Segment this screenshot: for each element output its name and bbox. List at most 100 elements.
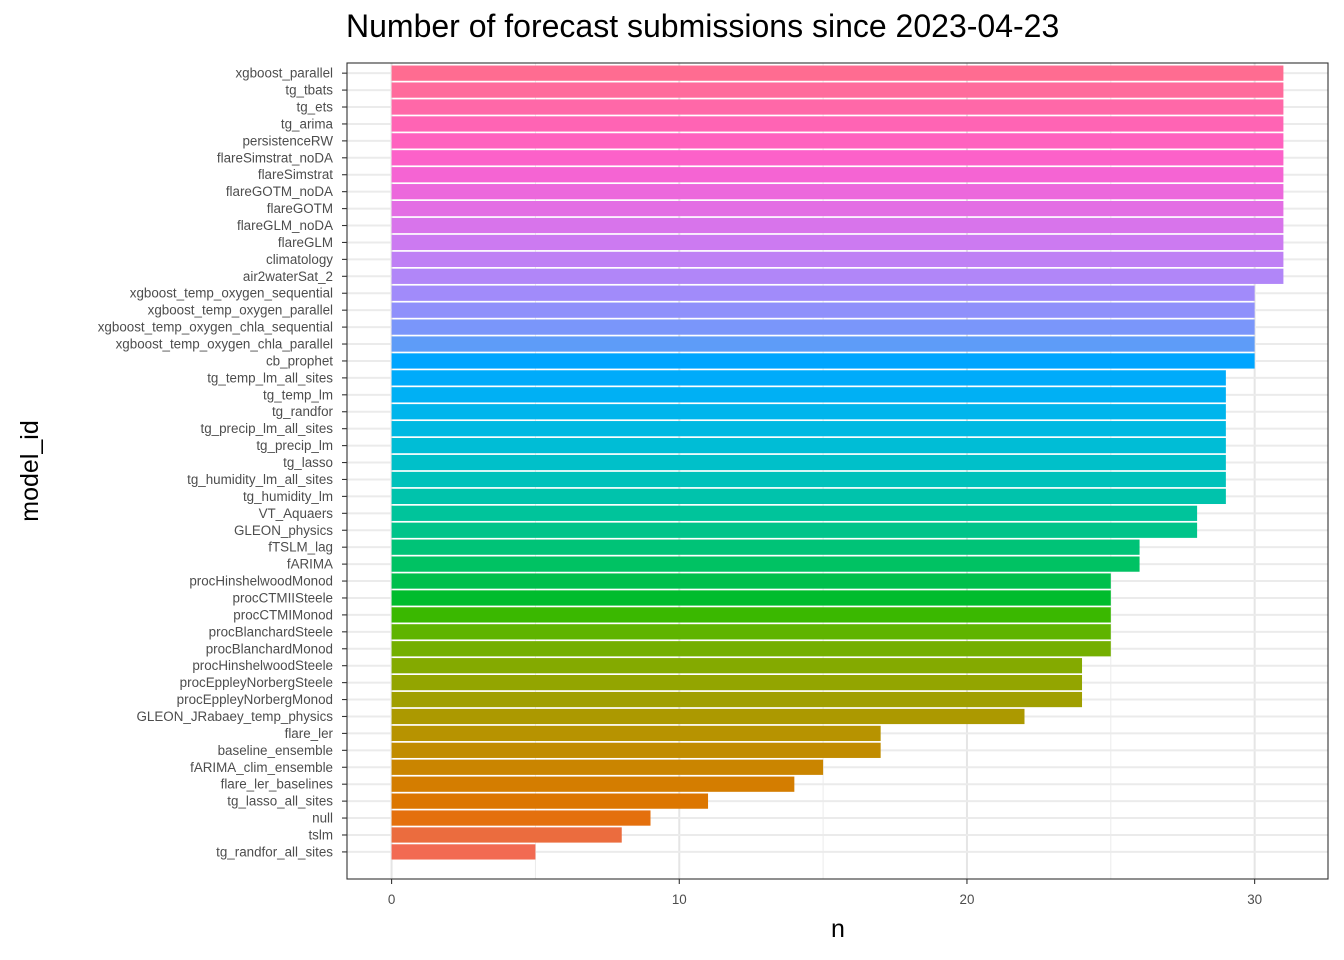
x-tick-label: 0 [388, 892, 395, 907]
y-tick-label: GLEON_JRabaey_temp_physics [137, 709, 334, 724]
y-tick-label: tg_tbats [285, 83, 333, 98]
bar [391, 573, 1111, 589]
bar [391, 217, 1284, 234]
y-tick-label: procEppleyNorbergMonod [177, 692, 333, 707]
y-tick-label: flareGLM [278, 235, 333, 250]
bar [391, 658, 1083, 674]
bar [391, 471, 1226, 488]
bar [391, 285, 1255, 301]
y-tick-label: flareGOTM [267, 201, 333, 216]
y-tick-label: xgboost_temp_oxygen_sequential [130, 286, 333, 301]
y-tick-label: tg_humidity_lm [243, 489, 333, 504]
bar [391, 590, 1111, 606]
y-tick-label: procEppleyNorbergSteele [180, 675, 333, 690]
bar [391, 691, 1083, 708]
y-tick-label: tg_ets [297, 100, 334, 115]
y-tick-label: tg_lasso [283, 455, 333, 470]
bar [391, 167, 1284, 183]
bar [391, 607, 1111, 623]
bar [391, 810, 651, 826]
bar [391, 133, 1284, 149]
bar [391, 742, 881, 758]
bar [391, 150, 1284, 166]
y-tick-label: procHinshelwoodMonod [189, 574, 333, 589]
y-tick-label: tg_temp_lm [263, 387, 333, 402]
chart-title: Number of forecast submissions since 202… [346, 8, 1060, 44]
bar [391, 319, 1255, 335]
bar [391, 116, 1284, 132]
y-tick-label: procCTMIMonod [233, 607, 333, 622]
y-tick-label: VT_Aquaers [259, 506, 334, 521]
bar [391, 827, 622, 843]
y-tick-label: persistenceRW [242, 133, 333, 148]
bar [391, 488, 1226, 505]
y-tick-label: xgboost_temp_oxygen_chla_parallel [116, 337, 333, 352]
bar [391, 370, 1226, 386]
bar [391, 708, 1025, 725]
bar [391, 776, 795, 792]
y-tick-label: procBlanchardSteele [209, 624, 333, 639]
bar [391, 336, 1255, 352]
y-tick-label: climatology [266, 252, 333, 267]
y-tick-label: tg_lasso_all_sites [227, 794, 333, 809]
x-tick-label: 10 [672, 892, 687, 907]
bar [391, 82, 1284, 98]
y-tick-label: tslm [308, 827, 333, 842]
y-tick-label: flareGOTM_noDA [226, 184, 333, 199]
y-tick-label: procBlanchardMonod [206, 641, 333, 656]
bar [391, 454, 1226, 471]
y-tick-label: xgboost_temp_oxygen_chla_sequential [98, 320, 333, 335]
bar [391, 522, 1198, 538]
y-tick-label: air2waterSat_2 [243, 269, 333, 284]
y-tick-label: GLEON_physics [234, 523, 333, 538]
y-tick-label: flare_ler [285, 726, 334, 741]
bar [391, 353, 1255, 369]
bar [391, 641, 1111, 657]
plot-border [346, 62, 1329, 880]
bar [391, 404, 1226, 420]
y-tick-labels: xgboost_parallel tg_tbats tg_etstg_arimape… [98, 66, 347, 859]
bar [391, 268, 1284, 284]
bar [391, 539, 1140, 555]
y-tick-label: cb_prophet [266, 353, 333, 368]
bar [391, 251, 1284, 267]
bar [391, 793, 709, 809]
y-tick-label: tg_randfor [272, 404, 334, 419]
bar [391, 234, 1284, 251]
y-tick-label: fARIMA_clim_ensemble [190, 760, 333, 775]
y-tick-label: xgboost_parallel [235, 66, 333, 81]
bar [391, 99, 1284, 115]
x-tick-labels: 0 10 20 30 [388, 879, 1262, 907]
y-tick-label: fARIMA [287, 557, 333, 572]
y-tick-label: fTSLM_lag [268, 540, 333, 555]
x-tick-label: 20 [960, 892, 975, 907]
bar [391, 725, 881, 742]
bar [391, 302, 1255, 318]
bar [391, 387, 1226, 403]
y-tick-label: flare_ler_baselines [221, 777, 334, 792]
y-tick-label: baseline_ensemble [218, 743, 333, 758]
y-tick-label: tg_temp_lm_all_sites [207, 370, 333, 385]
x-axis-label: n [831, 915, 845, 943]
y-tick-label: null [312, 811, 333, 826]
bar [391, 675, 1083, 691]
bar [391, 421, 1226, 437]
bars [391, 65, 1284, 860]
y-tick-label: tg_precip_lm_all_sites [201, 421, 334, 436]
y-tick-label: flareSimstrat [258, 167, 333, 182]
bar [391, 184, 1284, 200]
y-tick-label: procCTMIISteele [233, 590, 333, 605]
y-axis-label: model_id [16, 420, 44, 521]
bar [391, 200, 1284, 217]
bar [391, 844, 536, 860]
y-tick-label: xgboost_temp_oxygen_parallel [148, 303, 333, 318]
y-tick-label: flareSimstrat_noDA [217, 150, 333, 165]
bar [391, 65, 1284, 81]
bar [391, 624, 1111, 640]
bar [391, 556, 1140, 572]
y-tick-label: tg_humidity_lm_all_sites [187, 472, 333, 487]
y-tick-label: tg_precip_lm [256, 438, 333, 453]
bar [391, 759, 824, 775]
y-tick-label: tg_arima [281, 116, 334, 131]
